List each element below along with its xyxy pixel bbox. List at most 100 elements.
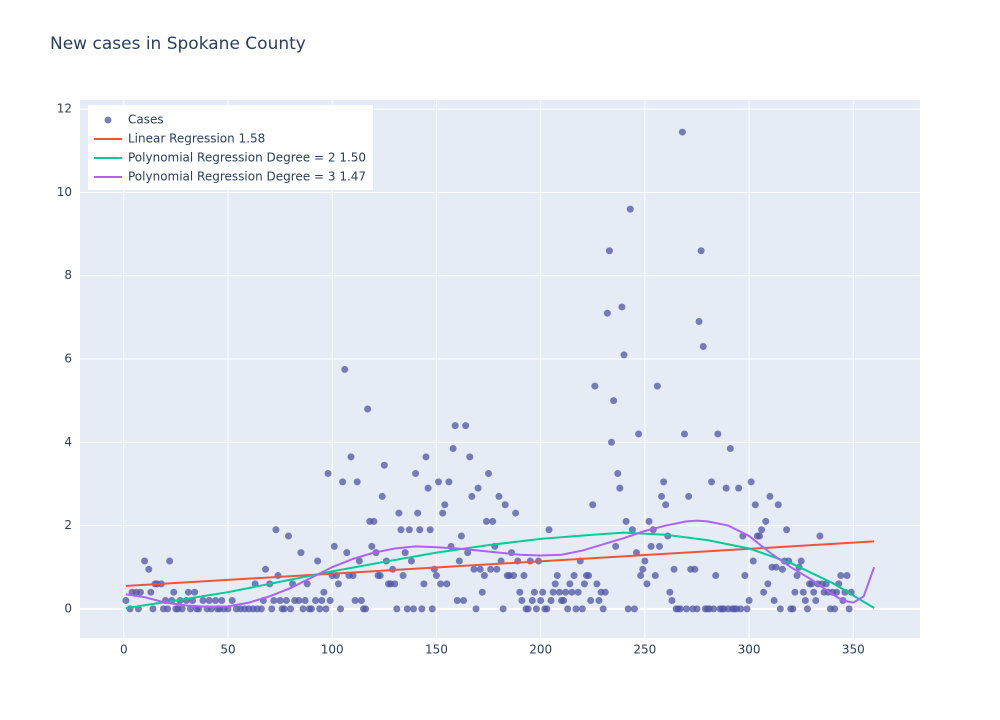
- point: [676, 605, 684, 613]
- x-tick-label: 250: [633, 643, 656, 657]
- point: [451, 422, 459, 430]
- point: [324, 470, 332, 478]
- point: [612, 542, 620, 550]
- point: [418, 605, 426, 613]
- point: [343, 549, 351, 557]
- point: [812, 597, 820, 605]
- point: [651, 572, 659, 580]
- point: [726, 445, 734, 453]
- point: [528, 597, 536, 605]
- point: [630, 605, 638, 613]
- point: [355, 557, 363, 565]
- point: [147, 588, 155, 596]
- point: [409, 605, 417, 613]
- point: [589, 501, 597, 509]
- point: [485, 470, 493, 478]
- point: [164, 605, 172, 613]
- point: [549, 588, 557, 596]
- point: [480, 572, 488, 580]
- point: [424, 484, 432, 492]
- point: [562, 588, 570, 596]
- point: [141, 557, 149, 565]
- point: [628, 526, 636, 534]
- point: [307, 605, 315, 613]
- legend-label: Cases: [128, 113, 164, 127]
- point: [658, 492, 666, 500]
- point: [614, 470, 622, 478]
- point: [655, 542, 663, 550]
- point: [653, 382, 661, 390]
- point: [316, 605, 324, 613]
- point: [683, 605, 691, 613]
- point: [499, 605, 507, 613]
- point: [697, 247, 705, 255]
- point: [257, 605, 265, 613]
- point: [670, 565, 678, 573]
- point: [620, 351, 628, 359]
- x-tick-label: 0: [120, 643, 128, 657]
- point: [380, 461, 388, 469]
- point: [493, 565, 501, 573]
- legend-box: [88, 105, 373, 190]
- point: [666, 588, 674, 596]
- point: [186, 605, 194, 613]
- point: [610, 397, 618, 405]
- point: [595, 597, 603, 605]
- point: [626, 205, 634, 213]
- point: [397, 526, 405, 534]
- point: [470, 565, 478, 573]
- point: [793, 572, 801, 580]
- point: [295, 597, 303, 605]
- point: [351, 597, 359, 605]
- point: [749, 557, 757, 565]
- point: [412, 470, 420, 478]
- point: [751, 501, 759, 509]
- point: [428, 605, 436, 613]
- point: [510, 572, 518, 580]
- point: [420, 580, 428, 588]
- point: [393, 605, 401, 613]
- y-tick-label: 0: [64, 601, 72, 615]
- point: [487, 565, 495, 573]
- point: [432, 572, 440, 580]
- point: [268, 605, 276, 613]
- point: [530, 588, 538, 596]
- point: [845, 605, 853, 613]
- point: [587, 597, 595, 605]
- point: [803, 605, 811, 613]
- legend-label: Polynomial Regression Degree = 2 1.50: [128, 151, 366, 165]
- point: [822, 580, 830, 588]
- point: [843, 572, 851, 580]
- point: [695, 318, 703, 326]
- point: [399, 572, 407, 580]
- point: [660, 478, 668, 486]
- point: [468, 492, 476, 500]
- point: [449, 445, 457, 453]
- point: [543, 605, 551, 613]
- point: [437, 580, 445, 588]
- point: [555, 588, 563, 596]
- y-tick-label: 6: [64, 352, 72, 366]
- x-tick-label: 300: [738, 643, 761, 657]
- point: [801, 597, 809, 605]
- point: [662, 501, 670, 509]
- point: [284, 532, 292, 540]
- point: [122, 597, 130, 605]
- point: [501, 501, 509, 509]
- point: [778, 565, 786, 573]
- line: [125, 519, 876, 608]
- point: [633, 549, 641, 557]
- point: [322, 605, 330, 613]
- point: [489, 517, 497, 525]
- point: [362, 605, 370, 613]
- point: [334, 580, 342, 588]
- y-tick-label: 2: [64, 518, 72, 532]
- point: [553, 572, 561, 580]
- point: [770, 597, 778, 605]
- point: [747, 478, 755, 486]
- point: [455, 557, 463, 565]
- point: [599, 605, 607, 613]
- point: [474, 484, 482, 492]
- point: [574, 588, 582, 596]
- point: [741, 572, 749, 580]
